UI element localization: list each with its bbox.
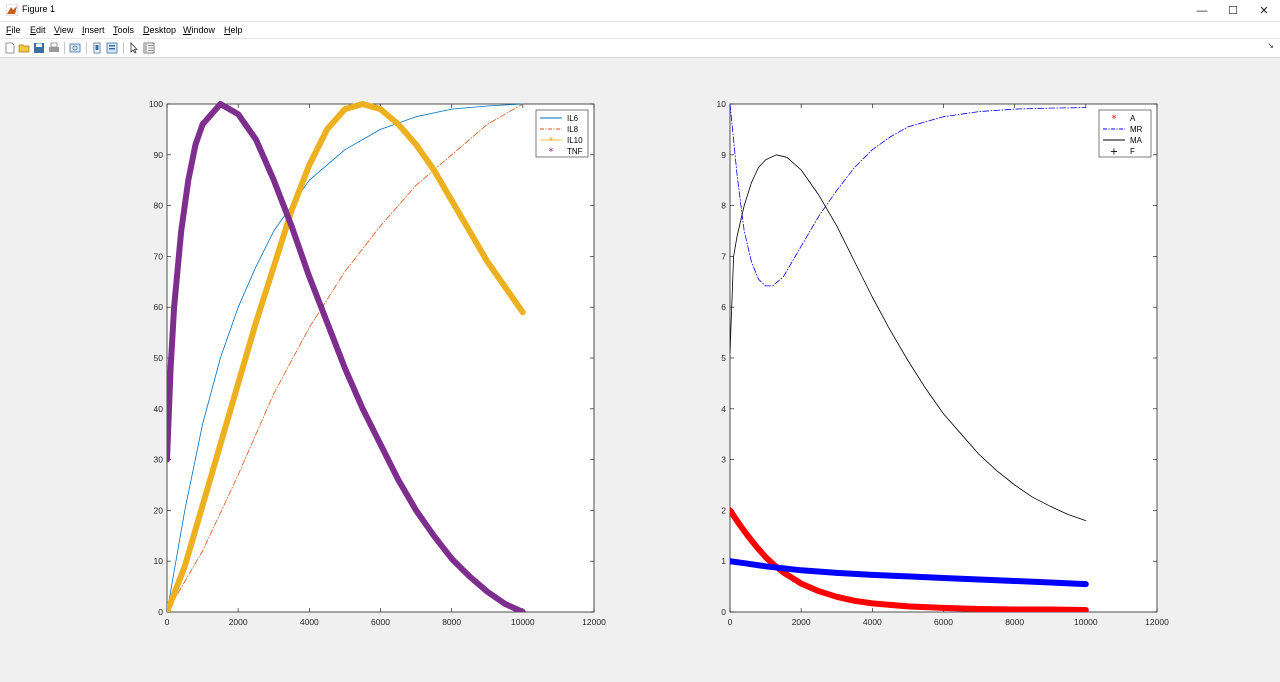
y-tick-label: 40 [154,404,164,414]
maximize-button[interactable]: ☐ [1228,5,1238,17]
x-tick-label: 6000 [934,617,953,627]
legend-label-ma: MA [1130,136,1143,145]
axes-1: 0 2000 4000 6000 8000 10000 12000 0 10 20 30 40 50 60… [149,99,606,627]
pointer-icon[interactable] [128,42,140,54]
legend-marker: * [1112,114,1117,125]
x-tick-label: 12000 [1145,617,1169,627]
property-editor-icon[interactable] [143,42,155,54]
legend-marker: + [1110,147,1118,158]
x-tick-label: 2000 [229,617,248,627]
print-icon[interactable] [48,42,60,54]
plot-area [166,103,595,613]
figure-canvas: 0 2000 4000 6000 8000 10000 120000102030405060… [149,99,1170,627]
y-tick-label: 10 [717,99,727,109]
y-tick-label: 70 [154,251,164,261]
toolbar-separator [123,42,124,54]
x-tick-label: 8000 [442,617,461,627]
window-title: Figure 1 [22,4,56,14]
y-tick-label: 100 [149,99,163,109]
plot-area [729,103,1158,613]
x-tick-label: 10000 [1074,617,1098,627]
menu-file[interactable]: File [6,25,21,35]
legend-label-il10: IL10 [567,136,583,145]
toolbar-separator [86,42,87,54]
series-ma [730,154,1087,521]
menu-view[interactable]: View [54,25,74,35]
series-mr [730,103,1087,287]
y-tick-label: 80 [154,201,164,211]
legend-label-il6: IL6 [567,114,579,123]
menu-tools[interactable]: Tools [113,25,135,35]
legend-label-mr: MR [1130,125,1143,134]
y-tick-label: 1 [721,556,726,566]
legend: IL6 IL8 * IL10 * TNF [535,109,589,158]
menu-edit[interactable]: Edit [30,25,46,35]
title-bar: Figure 1 — ☐ ✕ [0,0,1280,22]
x-tick-label: 10000 [511,617,535,627]
toggle-legend-icon[interactable] [91,42,103,54]
series-a [730,507,1089,612]
y-tick-label: 8 [721,201,726,211]
legend-marker: * [549,147,554,158]
y-tick-label: 3 [721,455,726,465]
toolbar: ↘ [0,38,1280,58]
y-tick-label: 4 [721,404,726,414]
x-tick-label: 4000 [300,617,319,627]
series-il10 [167,101,526,612]
series-f [730,558,1089,588]
menu-window[interactable]: Window [183,25,216,35]
y-tick-label: 2 [721,505,726,515]
y-tick-label: 6 [721,302,726,312]
menu-insert[interactable]: Insert [82,25,105,35]
y-tick-label: 60 [154,302,164,312]
legend-label-il8: IL8 [567,125,579,134]
x-tick-label: 4000 [863,617,882,627]
x-tick-label: 0 [728,617,733,627]
axes-2: 0 2000 4000 6000 8000 10000 12000 0 1 2 3 4 5 6 7 8 9 10 *… [717,99,1170,627]
legend-box [1098,109,1152,158]
menu-desktop[interactable]: Desktop [143,25,177,35]
legend-label-a: A [1130,114,1136,123]
minimize-button[interactable]: — [1196,4,1208,17]
x-tick-label: 2000 [792,617,811,627]
matlab-icon [6,4,18,16]
y-tick-label: 0 [721,607,726,617]
insert-colorbar-icon[interactable] [106,42,118,54]
y-tick-label: 0 [158,607,163,617]
menu-bar: File Edit View Insert Tools Desktop Wind… [0,22,1280,38]
print-preview-icon[interactable] [69,42,81,54]
toolbar-separator [64,42,65,54]
close-button[interactable]: ✕ [1259,5,1269,17]
toolbar-overflow-icon[interactable]: ↘ [1267,41,1274,50]
y-tick-label: 30 [154,455,164,465]
legend-label-tnf: TNF [567,147,583,156]
x-tick-label: 6000 [371,617,390,627]
y-tick-label: 20 [154,505,164,515]
new-figure-icon[interactable] [4,42,16,54]
y-tick-label: 50 [154,353,164,363]
x-tick-label: 0 [165,617,170,627]
series-il8 [167,103,524,612]
series-tnf [167,101,526,612]
x-tick-label: 8000 [1005,617,1024,627]
y-tick-label: 10 [154,556,164,566]
y-tick-label: 5 [721,353,726,363]
open-file-icon[interactable] [18,42,30,54]
save-icon[interactable] [33,42,45,54]
legend-label-f: F [1130,147,1135,156]
y-tick-label: 7 [721,251,726,261]
legend-marker: * [549,136,554,147]
x-tick-label: 12000 [582,617,606,627]
menu-help[interactable]: Help [224,25,243,35]
legend: * A MR MA + F [1098,109,1152,158]
y-tick-label: 9 [721,150,726,160]
y-tick-label: 90 [154,150,164,160]
